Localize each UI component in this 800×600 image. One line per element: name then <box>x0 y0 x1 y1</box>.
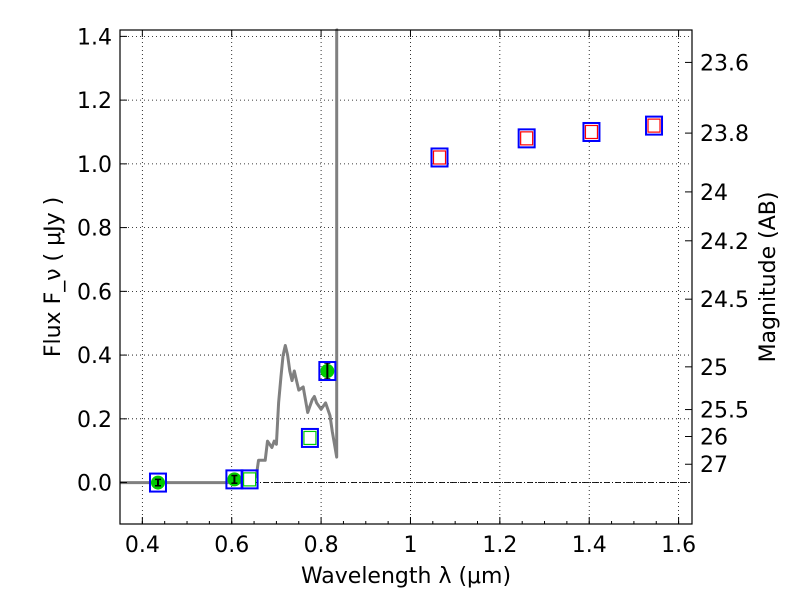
y2-tick-label: 24 <box>700 181 728 206</box>
model-spectrum-line <box>120 28 339 485</box>
model-square-marker <box>240 469 259 490</box>
y-tick-label: 0.2 <box>77 408 112 433</box>
small-square-marker <box>242 472 257 487</box>
x-tick-label: 1.6 <box>661 533 696 558</box>
y2-tick-label: 24.2 <box>700 230 749 255</box>
small-square-marker <box>520 131 534 146</box>
small-square-marker <box>647 118 661 133</box>
y-axis-label: Flux F_ν ( μJy ) <box>41 197 66 357</box>
y2-tick-label: 25.5 <box>700 399 749 424</box>
x-tick-label: 1.4 <box>572 533 607 558</box>
y-tick-label: 1.4 <box>77 25 112 50</box>
y-tick-label: 0.0 <box>77 472 112 497</box>
model-square-marker <box>645 115 664 136</box>
model-square-marker <box>148 472 167 493</box>
y2-tick-label: 23.8 <box>700 122 749 147</box>
y-tick-label: 0.6 <box>77 280 112 305</box>
plot-frame <box>119 29 693 525</box>
x-axis-label: Wavelength λ (μm) <box>301 564 511 589</box>
model-spectrum-layer <box>120 28 339 485</box>
small-square-marker <box>432 150 447 165</box>
y2-axis-label: Magnitude (AB) <box>756 192 781 363</box>
model-square-marker <box>430 147 449 168</box>
model-square-marker <box>300 427 319 448</box>
y2-tick-label: 23.6 <box>700 51 749 76</box>
x-tick-label: 1.2 <box>482 533 517 558</box>
y2-tick-label: 25 <box>700 356 728 381</box>
y2-tick-label: 24.5 <box>700 288 749 313</box>
small-square-marker <box>584 124 599 140</box>
data-markers <box>148 115 664 493</box>
x-tick-label: 0.4 <box>125 533 160 558</box>
y2-tick-label: 27 <box>700 453 728 478</box>
model-square-marker <box>582 121 601 142</box>
small-square-marker <box>303 430 317 446</box>
axis-ticks: 0.4 0.6 0.8 1 1.2 1.4 1.6 0.0 0.2 0.4 0.6 0.8 1.0 1.2… <box>77 25 749 558</box>
y2-tick-label: 26 <box>700 426 728 451</box>
x-tick-label: 0.8 <box>304 533 339 558</box>
y-tick-label: 1.2 <box>77 89 112 114</box>
y-tick-label: 0.4 <box>77 344 112 369</box>
y-tick-label: 0.8 <box>77 217 112 242</box>
y-tick-label: 1.0 <box>77 153 112 178</box>
model-square-marker <box>517 128 536 149</box>
grid <box>120 30 692 524</box>
model-square-marker <box>318 361 337 382</box>
x-tick-label: 0.6 <box>214 533 249 558</box>
x-tick-label: 1 <box>403 533 417 558</box>
